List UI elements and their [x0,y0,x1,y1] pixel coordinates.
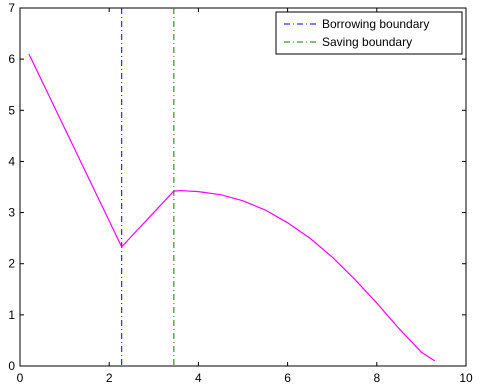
y-tick-label: 6 [8,52,15,66]
y-tick-label: 5 [8,103,15,117]
y-tick-label: 4 [8,154,15,168]
series-line-0 [28,53,436,362]
legend-label: Saving boundary [322,35,412,49]
x-tick-label: 2 [106,371,113,385]
legend-box [275,11,463,55]
x-tick-label: 6 [284,371,291,385]
y-tick-label: 1 [8,308,15,322]
y-tick-label: 7 [8,1,15,15]
legend-label: Borrowing boundary [322,17,429,31]
x-tick-label: 4 [195,371,202,385]
y-tick-label: 2 [8,257,15,271]
x-tick-label: 10 [459,371,473,385]
x-tick-label: 8 [373,371,380,385]
x-tick-label: 0 [17,371,24,385]
y-tick-label: 0 [8,359,15,373]
y-tick-label: 3 [8,206,15,220]
plot-frame [19,7,467,367]
